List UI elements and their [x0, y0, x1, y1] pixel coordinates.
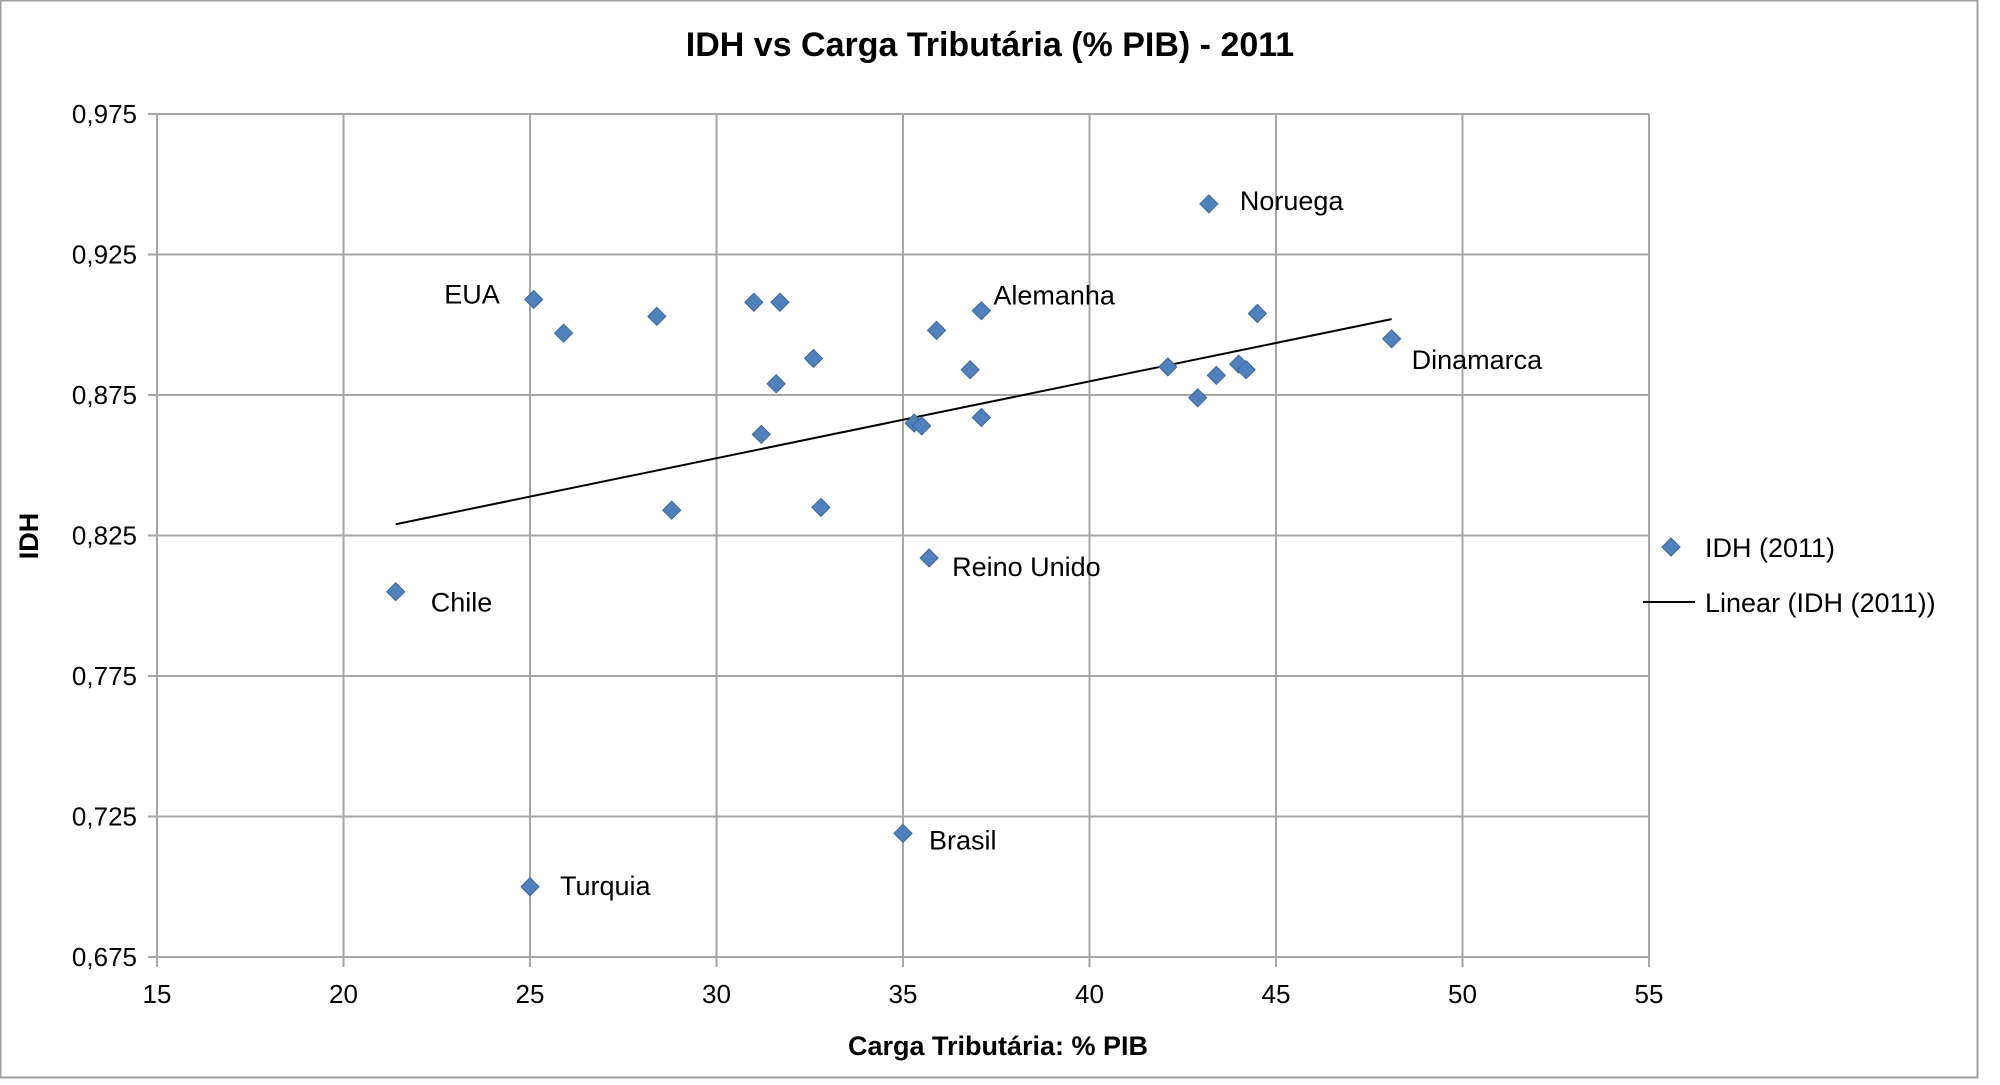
- point-label: Chile: [431, 588, 493, 618]
- data-point: [553, 323, 574, 343]
- data-point: [751, 424, 771, 445]
- data-points: [386, 194, 1402, 897]
- data-point: [803, 348, 824, 369]
- data-point: [1236, 360, 1256, 380]
- x-tick-label: 45: [1262, 979, 1291, 1009]
- x-tick-label: 25: [516, 979, 545, 1009]
- data-point: [524, 289, 544, 310]
- y-tick-label: 0,925: [72, 240, 137, 270]
- data-point: [1206, 365, 1227, 386]
- tick-labels: 15 20 25 30 35 40 45 50 55 0,675 0,725 0,775 0,825 0,…: [72, 99, 1664, 1009]
- data-point: [1247, 303, 1268, 324]
- trendline-line: [395, 318, 1392, 526]
- data-point: [926, 320, 947, 341]
- gridlines: [148, 113, 1650, 967]
- x-tick-label: 50: [1448, 979, 1477, 1009]
- data-point: [770, 292, 790, 312]
- y-tick-label: 0,825: [72, 521, 137, 551]
- legend-marker-icon: [1661, 537, 1681, 557]
- point-label: EUA: [444, 279, 500, 309]
- data-point: [1381, 329, 1402, 349]
- point-label: Brasil: [929, 825, 997, 855]
- y-tick-label: 0,775: [72, 661, 137, 691]
- x-tick-label: 35: [889, 979, 918, 1009]
- legend-trendline-label: Linear (IDH (2011)): [1705, 588, 1936, 618]
- trendline: [395, 318, 1392, 526]
- data-point: [960, 360, 980, 380]
- x-tick-label: 55: [1635, 979, 1664, 1009]
- data-point: [971, 407, 992, 428]
- y-tick-label: 0,725: [72, 802, 137, 832]
- data-point: [911, 416, 932, 436]
- data-point: [811, 497, 831, 518]
- x-axis-label: Carga Tributária: % PIB: [848, 1031, 1148, 1061]
- point-label: Reino Unido: [952, 552, 1101, 582]
- point-label: Dinamarca: [1412, 345, 1544, 375]
- point-label: Alemanha: [993, 281, 1116, 311]
- x-tick-label: 20: [329, 979, 358, 1009]
- x-tick-label: 40: [1075, 979, 1104, 1009]
- legend-series-label: IDH (2011): [1705, 533, 1835, 563]
- point-labels: Chile EUA Brasil Turquia Reino Unido Alemanha…: [431, 186, 1543, 901]
- data-point: [662, 500, 682, 520]
- y-tick-label: 0,675: [72, 942, 137, 972]
- y-axis-label: IDH: [14, 513, 44, 560]
- data-point: [1199, 194, 1219, 214]
- data-point: [520, 877, 540, 897]
- point-label: Noruega: [1240, 186, 1345, 216]
- data-point: [971, 300, 992, 321]
- data-point: [386, 581, 406, 602]
- legend: IDH (2011) Linear (IDH (2011)): [1643, 533, 1936, 618]
- data-point: [647, 306, 667, 327]
- data-point: [1158, 357, 1178, 377]
- data-point: [893, 823, 913, 844]
- x-tick-label: 15: [143, 979, 172, 1009]
- point-label: Turquia: [560, 871, 652, 901]
- x-tick-label: 30: [702, 979, 731, 1009]
- y-tick-label: 0,975: [72, 99, 137, 129]
- y-tick-label: 0,875: [72, 380, 137, 410]
- chart-title: IDH vs Carga Tributária (% PIB) - 2011: [686, 26, 1294, 64]
- data-point: [1187, 388, 1208, 408]
- data-point: [919, 548, 939, 568]
- data-point: [744, 292, 764, 312]
- data-point: [766, 374, 786, 394]
